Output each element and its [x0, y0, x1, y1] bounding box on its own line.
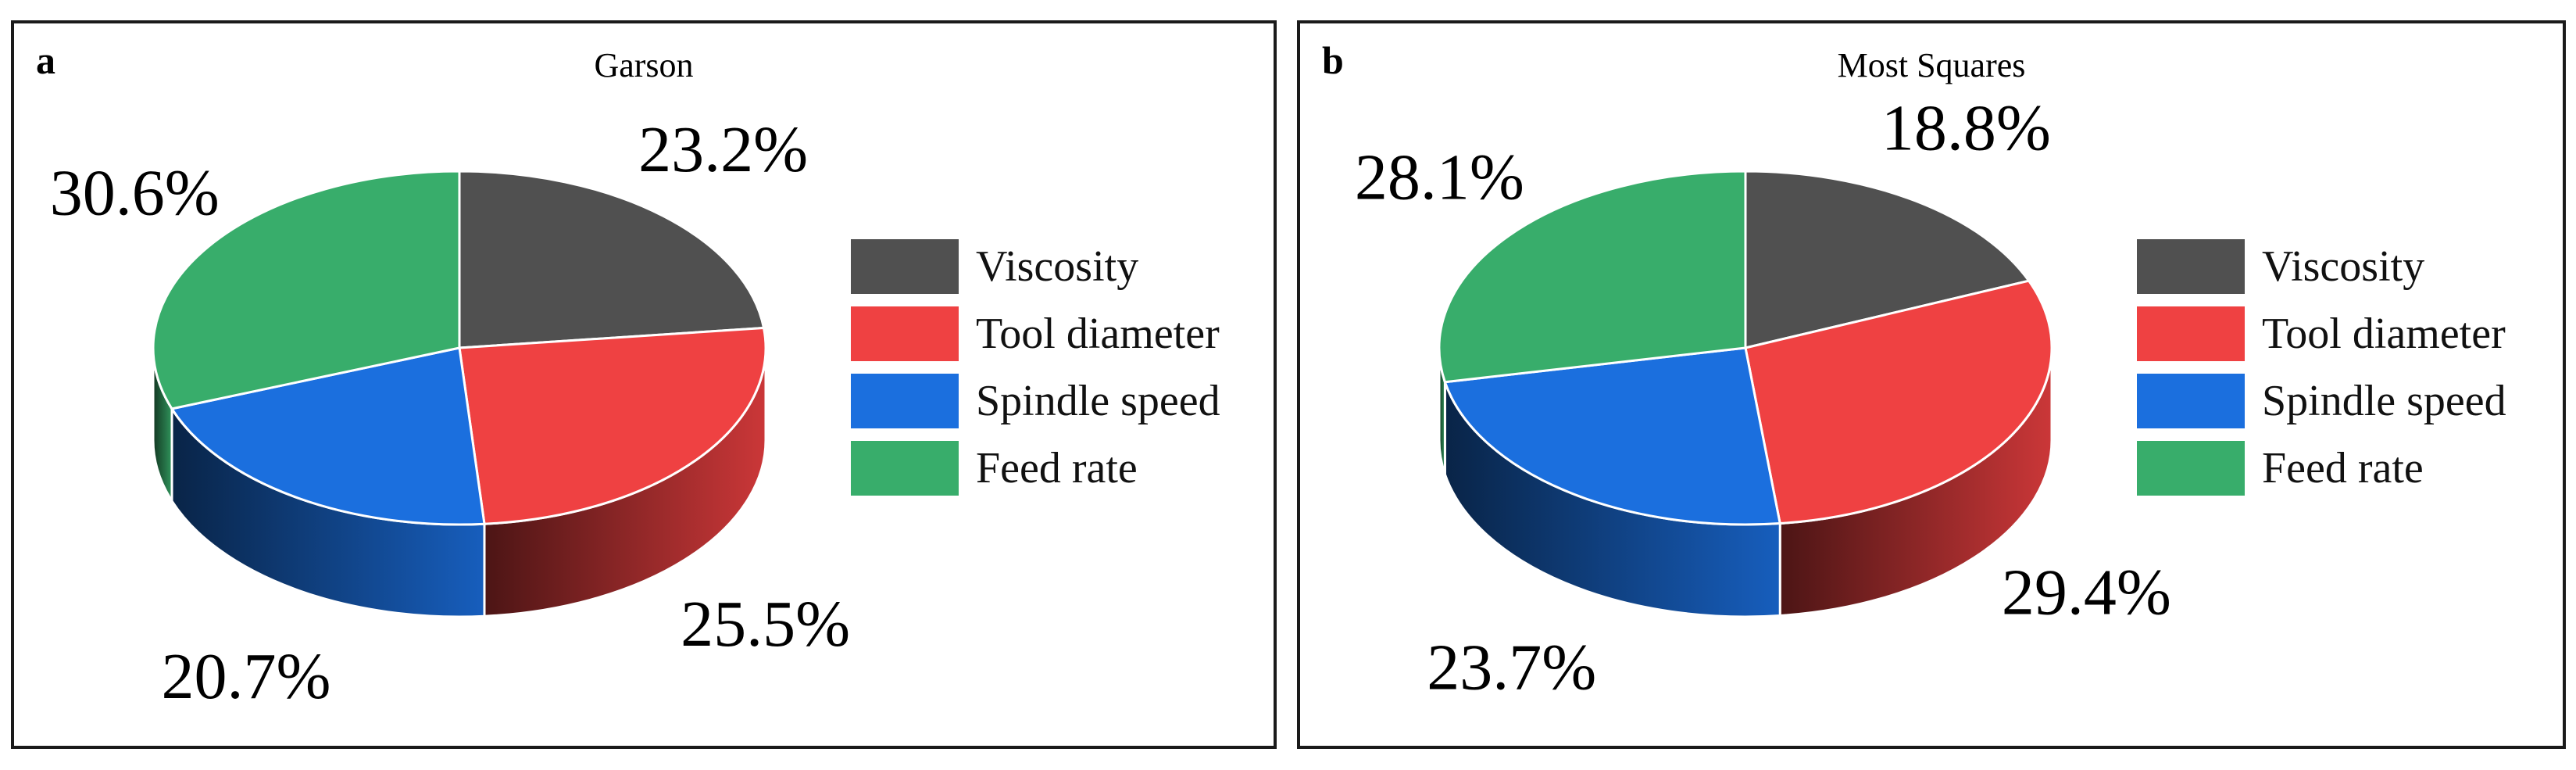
legend-item-tool-diameter: Tool diameter — [2137, 300, 2506, 367]
slice-label-viscosity: 23.2% — [638, 113, 808, 186]
slice-label-spindle-speed: 23.7% — [1427, 631, 1596, 704]
panel-letter: a — [36, 38, 55, 82]
legend-swatch — [851, 441, 959, 496]
slice-label-feed-rate: 28.1% — [1355, 141, 1524, 213]
pie-chart-svg: 23.2% 25.5% 20.7% 30.6% — [50, 113, 850, 713]
legend-item-feed-rate: Feed rate — [2137, 435, 2506, 502]
legend-swatch — [2137, 239, 2245, 294]
legend-item-feed-rate: Feed rate — [851, 435, 1220, 502]
slice-label-viscosity: 18.8% — [1881, 92, 2051, 165]
panel-letter: b — [1322, 38, 1344, 82]
pie-chart-svg: 18.8% 29.4% 23.7% 28.1% — [1355, 92, 2171, 704]
slice-label-tool-diameter: 25.5% — [681, 588, 850, 661]
pie-slice-spindle-speed — [1443, 346, 1782, 526]
slice-label-feed-rate: 30.6% — [50, 157, 220, 230]
pie-top-faces — [1438, 170, 2053, 526]
chart-panel-a: a Garson 23.2% 25.5% 20.7% 30.6% Viscosity … — [11, 20, 1277, 749]
legend-swatch — [851, 239, 959, 294]
legend-swatch — [851, 374, 959, 428]
legend-item-spindle-speed: Spindle speed — [2137, 367, 2506, 435]
legend-swatch — [2137, 306, 2245, 361]
chart-title: Most Squares — [1837, 46, 2026, 84]
pie-slice-feed-rate — [152, 170, 461, 410]
legend-label: Feed rate — [2262, 444, 2424, 492]
legend: Viscosity Tool diameter Spindle speed Fe… — [851, 233, 1220, 502]
legend-label: Feed rate — [976, 444, 1138, 492]
slice-label-spindle-speed: 20.7% — [162, 640, 331, 713]
legend-label: Viscosity — [2262, 242, 2425, 291]
pie-slice-spindle-speed — [170, 346, 486, 526]
pie-slice-feed-rate — [1438, 170, 1747, 384]
legend-swatch — [2137, 441, 2245, 496]
legend-label: Tool diameter — [2262, 310, 2506, 358]
legend-item-spindle-speed: Spindle speed — [851, 367, 1220, 435]
slice-label-tool-diameter: 29.4% — [2002, 557, 2171, 629]
legend: Viscosity Tool diameter Spindle speed Fe… — [2137, 233, 2506, 502]
pie-slice-viscosity — [1744, 170, 2031, 349]
pie-slice-viscosity — [458, 170, 766, 349]
legend-item-tool-diameter: Tool diameter — [851, 300, 1220, 367]
pie-value-labels: 23.2% 25.5% 20.7% 30.6% — [50, 113, 850, 713]
pie-value-labels: 18.8% 29.4% 23.7% 28.1% — [1355, 92, 2171, 704]
legend-swatch — [851, 306, 959, 361]
chart-panel-b: b Most Squares 18.8% 29.4% 23.7% 28.1% Visc… — [1297, 20, 2566, 749]
legend-label: Spindle speed — [2262, 377, 2506, 425]
legend-label: Tool diameter — [976, 310, 1220, 358]
chart-title: Garson — [594, 46, 694, 84]
legend-label: Spindle speed — [976, 377, 1220, 425]
legend-label: Viscosity — [976, 242, 1139, 291]
legend-item-viscosity: Viscosity — [2137, 233, 2506, 300]
pie-slice-tool-diameter — [1744, 279, 2053, 525]
pie-top-faces — [152, 170, 767, 526]
legend-item-viscosity: Viscosity — [851, 233, 1220, 300]
legend-swatch — [2137, 374, 2245, 428]
pie-slice-tool-diameter — [458, 326, 767, 525]
